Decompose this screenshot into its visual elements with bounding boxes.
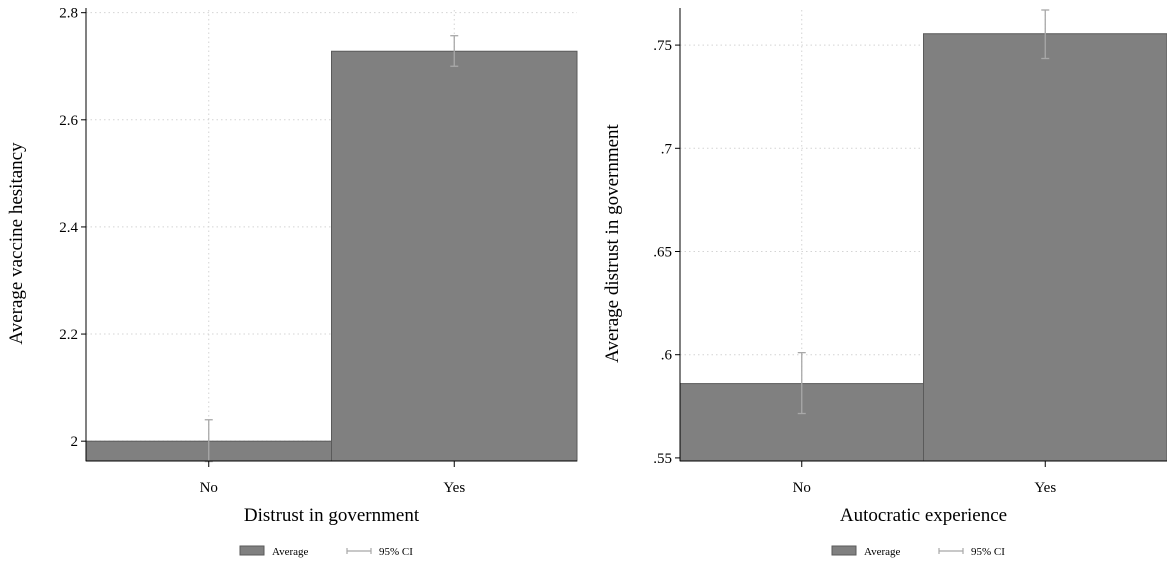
legend-swatch-average: [239, 545, 265, 556]
legend: Average 95% CI: [239, 545, 413, 558]
bar-yes: [923, 33, 1167, 462]
x-tick-label: Yes: [443, 480, 465, 496]
x-axis-title: Autocratic experience: [840, 505, 1007, 526]
legend-label-ci: 95% CI: [971, 546, 1005, 558]
legend: Average 95% CI: [831, 545, 1005, 558]
chart-panel-1: 2 2.2 2.4 2.6 2.8 No Yes Distrust in government…: [6, 6, 578, 558]
y-tick-label: .7: [661, 141, 673, 157]
y-tick-label: 2.4: [59, 220, 78, 236]
x-tick-label: No: [200, 480, 218, 496]
x-axis-title: Distrust in government: [244, 505, 420, 526]
y-tick-label: .75: [653, 38, 672, 54]
y-tick-label: .6: [661, 348, 673, 364]
y-axis-title: Average vaccine hesitancy: [6, 142, 27, 345]
legend-label-average: Average: [272, 546, 309, 558]
bar-yes: [331, 50, 578, 462]
y-axis-title: Average distrust in government: [602, 123, 623, 362]
legend-swatch-average: [831, 545, 857, 556]
y-tick-label: 2: [71, 434, 79, 450]
chart-panel-2: .55 .6 .65 .7 .75 No Yes Autocratic experience A…: [602, 8, 1167, 558]
y-tick-label: .55: [653, 451, 672, 467]
x-tick-label: Yes: [1034, 480, 1056, 496]
x-tick-label: No: [793, 480, 811, 496]
legend-label-average: Average: [864, 546, 901, 558]
y-tick-label: 2.2: [59, 327, 78, 343]
y-tick-label: 2.8: [59, 6, 78, 22]
y-tick-label: 2.6: [59, 113, 78, 129]
y-tick-label: .65: [653, 244, 672, 260]
legend-label-ci: 95% CI: [379, 546, 413, 558]
